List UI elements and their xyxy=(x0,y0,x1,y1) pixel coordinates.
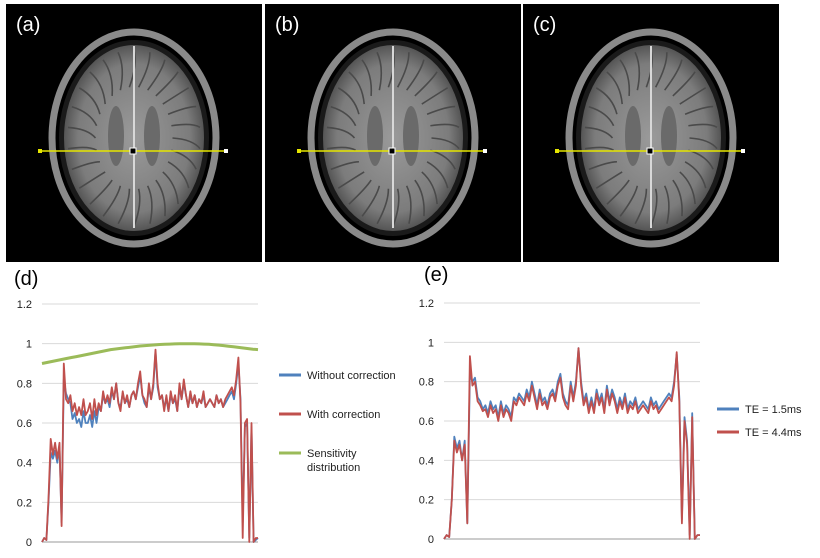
y-tick-label: 0 xyxy=(428,534,434,546)
ventricle-left xyxy=(108,106,124,166)
skull-outer xyxy=(307,28,479,248)
profile-handle-left xyxy=(297,149,301,153)
y-tick-label: 0.8 xyxy=(419,377,434,389)
legend-label: TE = 4.4ms xyxy=(745,427,802,439)
y-tick-label: 1 xyxy=(26,339,32,351)
profile-handle-center xyxy=(646,147,654,155)
legend-label: Without correction xyxy=(307,370,396,382)
profile-handle-right xyxy=(483,149,487,153)
legend-label: TE = 1.5ms xyxy=(745,404,802,416)
y-tick-label: 0 xyxy=(26,537,32,549)
y-tick-label: 1 xyxy=(428,337,434,349)
series-line xyxy=(41,350,259,543)
panel-label-a: (a) xyxy=(16,14,41,36)
mri-brain-image xyxy=(555,28,745,248)
mri-brain-image xyxy=(38,28,228,248)
legend-label: Sensitivity xyxy=(307,448,357,460)
y-tick-label: 1.2 xyxy=(419,298,434,310)
y-tick-label: 0.6 xyxy=(419,416,434,428)
series-line xyxy=(41,342,259,365)
ventricle-left xyxy=(367,106,383,166)
y-tick-label: 0.8 xyxy=(17,378,32,390)
ventricle-right xyxy=(403,106,419,166)
profile-handle-center xyxy=(388,147,396,155)
mri-panel-b: (b) xyxy=(265,4,521,262)
y-tick-label: 0.2 xyxy=(17,497,32,509)
line-chart-d: 0 0.2 0.4 0.6 0.8 1 1.2 Without correction With … xyxy=(17,299,396,549)
y-tick-label: 0.2 xyxy=(419,495,434,507)
ventricle-right xyxy=(661,106,677,166)
brain-sulci xyxy=(326,49,460,227)
y-tick-label: 1.2 xyxy=(17,299,32,311)
series-line xyxy=(443,347,700,540)
panel-label-d: (d) xyxy=(14,268,39,290)
profile-handle-right xyxy=(224,149,228,153)
series-line xyxy=(41,348,258,543)
profile-handle-left xyxy=(555,149,559,153)
mri-panel-c: (c) xyxy=(523,4,779,262)
series-line xyxy=(443,347,700,540)
skull-outer xyxy=(48,28,220,248)
panel-label-b: (b) xyxy=(275,14,300,36)
y-tick-label: 0.4 xyxy=(419,455,434,467)
profile-handle-left xyxy=(38,149,42,153)
brain-sulci xyxy=(584,49,718,227)
panel-label-c: (c) xyxy=(533,14,557,36)
legend-label: distribution xyxy=(307,462,360,474)
profile-handle-center xyxy=(129,147,137,155)
ventricle-right xyxy=(144,106,160,166)
y-tick-label: 0.4 xyxy=(17,458,32,470)
ventricle-left xyxy=(625,106,641,166)
y-tick-label: 0.6 xyxy=(17,418,32,430)
panel-label-e: (e) xyxy=(424,264,449,286)
legend-label: With correction xyxy=(307,409,380,421)
skull-outer xyxy=(565,28,737,248)
mri-panel-a: (a) xyxy=(6,4,262,262)
profile-handle-right xyxy=(741,149,745,153)
line-chart-e: 0 0.2 0.4 0.6 0.8 1 1.2 TE = 1.5ms TE = 4.4ms xyxy=(419,298,802,546)
mri-brain-image xyxy=(297,28,487,248)
